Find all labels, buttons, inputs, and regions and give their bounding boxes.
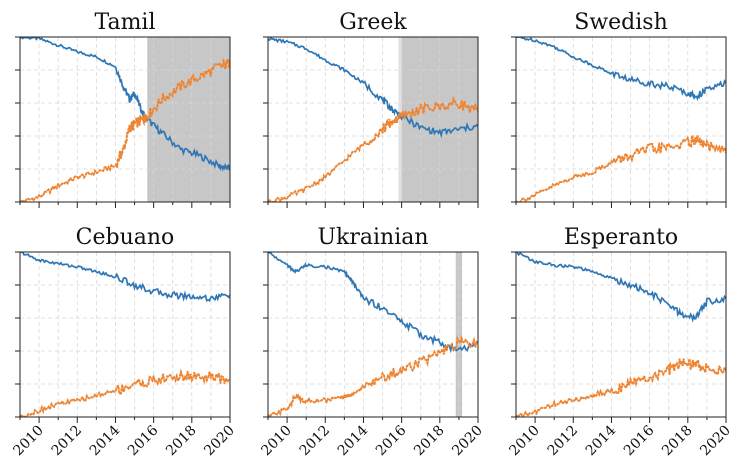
panel-title: Swedish <box>574 10 668 35</box>
plot-frame <box>267 36 479 203</box>
panel-esperanto: Esperanto 2010 2012 2014 2016 2018 2020 <box>506 225 733 459</box>
x-tick-label: 2018 <box>411 423 448 460</box>
shaded-region <box>147 37 230 202</box>
x-tick-label: 2016 <box>373 422 410 459</box>
x-tick-label: 2018 <box>163 423 200 460</box>
series-line-dotted <box>20 57 230 202</box>
panel-swedish: Swedish <box>511 10 727 208</box>
x-tick-label: 2018 <box>659 423 696 460</box>
x-tick-label: 2014 <box>583 422 620 459</box>
x-tick-label: 2014 <box>335 422 372 459</box>
panel-title: Cebuano <box>76 225 175 250</box>
series-line-dotted <box>20 368 230 417</box>
series-line-solid <box>516 252 726 323</box>
x-tick-label: 2020 <box>201 423 238 460</box>
x-tick-label: 2016 <box>125 422 162 459</box>
panel-title: Esperanto <box>564 225 678 250</box>
panel-title: Tamil <box>94 10 155 35</box>
series-line-solid <box>20 252 230 302</box>
x-tick-label: 2020 <box>697 423 734 460</box>
plot-frame <box>267 251 479 418</box>
plot-frame <box>515 36 727 203</box>
panel-cebuano: Cebuano 2010 2012 2014 2016 2018 2020 <box>10 225 237 459</box>
x-tick-label: 2020 <box>449 423 486 460</box>
x-tick-label: 2012 <box>49 423 86 460</box>
shaded-region <box>401 37 478 202</box>
x-tick-label: 2012 <box>297 423 334 460</box>
x-tick-label: 2012 <box>545 423 582 460</box>
series-line-solid <box>268 37 478 139</box>
panel-tamil: Tamil <box>15 10 231 208</box>
plot-frame <box>515 251 727 418</box>
series-line-dotted <box>268 334 478 417</box>
series-line-solid <box>20 37 230 172</box>
x-tick-label: 2010 <box>258 423 295 460</box>
shaded-region <box>398 37 402 202</box>
x-tick-label: 2014 <box>87 422 124 459</box>
panel-title: Greek <box>339 10 407 35</box>
series-line-dotted <box>516 358 726 417</box>
shaded-region <box>455 252 463 417</box>
plot-frame <box>19 36 231 203</box>
series-line-solid <box>268 252 478 354</box>
panel-ukrainian: Ukrainian 2010 2012 2014 2016 2018 2020 <box>258 225 485 459</box>
plot-frame <box>19 251 231 418</box>
panel-title: Ukrainian <box>317 225 428 250</box>
x-tick-label: 2010 <box>10 423 47 460</box>
panel-greek: Greek <box>263 10 479 208</box>
x-tick-label: 2016 <box>621 422 658 459</box>
series-line-solid <box>516 37 726 101</box>
x-tick-label: 2010 <box>506 423 543 460</box>
series-line-dotted <box>268 95 478 202</box>
series-line-dotted <box>516 132 726 202</box>
